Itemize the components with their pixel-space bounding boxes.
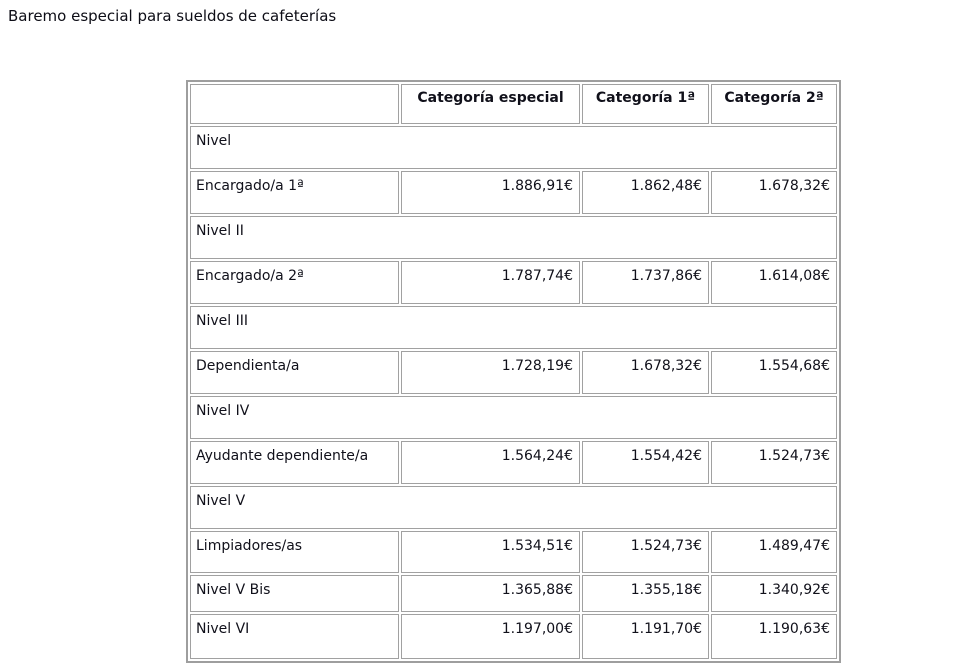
column-header-categoria-1: Categoría 1ª bbox=[582, 84, 709, 124]
salary-value-cell: 1.564,24€ bbox=[401, 441, 580, 484]
section-row: Nivel bbox=[190, 126, 837, 169]
salary-value-cell: 1.728,19€ bbox=[401, 351, 580, 394]
row-label-cell: Encargado/a 1ª bbox=[190, 171, 399, 214]
section-label-cell: Nivel V bbox=[190, 486, 837, 529]
table-row: Dependienta/a 1.728,19€ 1.678,32€ 1.554,68€ bbox=[190, 351, 837, 394]
section-row: Nivel III bbox=[190, 306, 837, 349]
table-row: Nivel VI 1.197,00€ 1.191,70€ 1.190,63€ bbox=[190, 614, 837, 659]
salary-value-cell: 1.524,73€ bbox=[582, 531, 709, 573]
section-label-cell: Nivel III bbox=[190, 306, 837, 349]
salary-value-cell: 1.678,32€ bbox=[582, 351, 709, 394]
section-row: Nivel II bbox=[190, 216, 837, 259]
table-row: Nivel V Bis 1.365,88€ 1.355,18€ 1.340,92€ bbox=[190, 575, 837, 612]
salary-value-cell: 1.554,68€ bbox=[711, 351, 837, 394]
table-row: Limpiadores/as 1.534,51€ 1.524,73€ 1.489,47… bbox=[190, 531, 837, 573]
row-label-cell: Ayudante dependiente/a bbox=[190, 441, 399, 484]
column-header-categoria-2: Categoría 2ª bbox=[711, 84, 837, 124]
salary-value-cell: 1.862,48€ bbox=[582, 171, 709, 214]
salary-value-cell: 1.191,70€ bbox=[582, 614, 709, 659]
table-row: Encargado/a 1ª 1.886,91€ 1.862,48€ 1.678,32… bbox=[190, 171, 837, 214]
section-label-cell: Nivel bbox=[190, 126, 837, 169]
row-label-cell: Nivel V Bis bbox=[190, 575, 399, 612]
salary-value-cell: 1.197,00€ bbox=[401, 614, 580, 659]
salary-value-cell: 1.614,08€ bbox=[711, 261, 837, 304]
section-label-cell: Nivel IV bbox=[190, 396, 837, 439]
table-header-row: Categoría especial Categoría 1ª Categorí… bbox=[190, 84, 837, 124]
salary-table-body: Nivel Encargado/a 1ª 1.886,91€ 1.862,48€ 1.6… bbox=[190, 126, 837, 659]
salary-value-cell: 1.340,92€ bbox=[711, 575, 837, 612]
row-label-cell: Dependienta/a bbox=[190, 351, 399, 394]
salary-value-cell: 1.886,91€ bbox=[401, 171, 580, 214]
salary-value-cell: 1.678,32€ bbox=[711, 171, 837, 214]
section-label-cell: Nivel II bbox=[190, 216, 837, 259]
table-row: Encargado/a 2ª 1.787,74€ 1.737,86€ 1.614,08… bbox=[190, 261, 837, 304]
table-row: Ayudante dependiente/a 1.564,24€ 1.554,42€… bbox=[190, 441, 837, 484]
salary-value-cell: 1.190,63€ bbox=[711, 614, 837, 659]
salary-value-cell: 1.534,51€ bbox=[401, 531, 580, 573]
row-label-cell: Encargado/a 2ª bbox=[190, 261, 399, 304]
salary-value-cell: 1.489,47€ bbox=[711, 531, 837, 573]
salary-value-cell: 1.787,74€ bbox=[401, 261, 580, 304]
row-label-cell: Nivel VI bbox=[190, 614, 399, 659]
column-header-categoria-especial: Categoría especial bbox=[401, 84, 580, 124]
salary-value-cell: 1.365,88€ bbox=[401, 575, 580, 612]
salary-value-cell: 1.554,42€ bbox=[582, 441, 709, 484]
salary-value-cell: 1.737,86€ bbox=[582, 261, 709, 304]
salary-value-cell: 1.355,18€ bbox=[582, 575, 709, 612]
page-title: Baremo especial para sueldos de cafeterí… bbox=[8, 7, 337, 25]
salary-value-cell: 1.524,73€ bbox=[711, 441, 837, 484]
row-label-cell: Limpiadores/as bbox=[190, 531, 399, 573]
salary-table: Categoría especial Categoría 1ª Categorí… bbox=[186, 80, 841, 663]
section-row: Nivel IV bbox=[190, 396, 837, 439]
column-header-empty bbox=[190, 84, 399, 124]
section-row: Nivel V bbox=[190, 486, 837, 529]
